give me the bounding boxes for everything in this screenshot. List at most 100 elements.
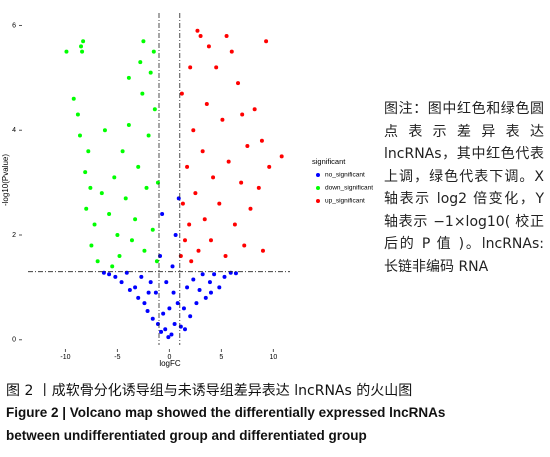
point <box>75 112 80 117</box>
point <box>200 149 205 154</box>
point <box>79 44 84 49</box>
point <box>151 49 156 54</box>
point <box>212 272 217 277</box>
point <box>233 271 238 276</box>
point <box>163 327 168 332</box>
point <box>189 259 194 264</box>
point <box>71 96 76 101</box>
point <box>279 154 284 159</box>
point <box>113 274 118 279</box>
point <box>260 248 265 253</box>
y-tick-label: 2 <box>12 232 16 239</box>
point <box>164 280 169 285</box>
point <box>136 164 141 169</box>
point <box>120 149 125 154</box>
point <box>153 290 158 295</box>
point <box>152 107 157 112</box>
point <box>188 314 193 319</box>
y-tick-label: 6 <box>12 22 16 29</box>
point <box>117 253 122 258</box>
point <box>191 277 196 282</box>
point <box>102 128 107 133</box>
point <box>119 280 124 285</box>
point <box>204 102 209 107</box>
point <box>146 133 151 138</box>
point <box>236 81 241 86</box>
legend-label: down_significant <box>325 185 373 192</box>
point <box>182 327 187 332</box>
point <box>123 196 128 201</box>
point <box>171 290 176 295</box>
point <box>220 117 225 122</box>
point <box>252 107 257 112</box>
point <box>181 306 186 311</box>
point <box>180 201 185 206</box>
point <box>83 170 88 175</box>
point <box>217 201 222 206</box>
point <box>211 175 216 180</box>
point <box>226 159 231 164</box>
point <box>146 290 151 295</box>
point <box>77 133 82 138</box>
point <box>160 212 165 217</box>
point <box>197 288 202 292</box>
point <box>142 301 147 306</box>
point <box>185 285 190 290</box>
point <box>142 248 147 253</box>
point <box>206 44 211 49</box>
point <box>185 164 190 169</box>
point <box>107 212 112 217</box>
point <box>139 274 144 279</box>
point <box>173 233 178 237</box>
point <box>239 180 244 185</box>
point <box>127 288 132 292</box>
point <box>129 238 134 243</box>
caption-en: between undifferentiated group and diffe… <box>6 428 367 443</box>
point <box>203 295 208 300</box>
point <box>81 39 86 44</box>
legend-swatch <box>316 173 320 177</box>
point <box>89 243 94 248</box>
point <box>182 238 187 243</box>
point <box>208 238 213 243</box>
point <box>194 301 199 306</box>
caption-cn: 图 2 丨成软骨分化诱导组与未诱导组差异表达 lncRNAs 的火山图 <box>6 383 413 399</box>
point <box>224 33 229 38</box>
point <box>154 259 159 264</box>
point <box>229 49 234 54</box>
legend-label: no_significant <box>325 172 365 179</box>
point <box>140 91 145 96</box>
point <box>144 185 149 190</box>
point <box>242 243 247 248</box>
point <box>214 65 219 70</box>
point <box>133 217 138 222</box>
point <box>202 217 207 222</box>
point <box>248 206 253 211</box>
point <box>195 28 200 33</box>
point <box>232 222 237 227</box>
point <box>95 259 100 264</box>
legend-label: up_significant <box>325 198 365 205</box>
y-tick-label: 4 <box>12 127 16 134</box>
point <box>170 264 175 269</box>
point <box>145 308 150 313</box>
legend-title: significant <box>312 157 346 166</box>
x-tick-label: 0 <box>167 354 171 361</box>
point <box>175 301 180 306</box>
volcano-chart: logFC -log10(Pvalue) significant 0 2 4 6 -10… <box>1 13 373 368</box>
point <box>115 233 120 237</box>
point <box>99 191 104 196</box>
point <box>92 222 97 227</box>
point <box>267 164 272 169</box>
point <box>259 138 264 143</box>
point <box>217 285 222 290</box>
point <box>256 185 261 190</box>
point <box>264 39 269 44</box>
x-tick-label: 10 <box>269 354 277 361</box>
point <box>86 149 91 154</box>
point <box>136 295 141 300</box>
point <box>141 39 146 44</box>
point <box>150 316 155 321</box>
figure-note: 图注：图中红色和绿色圆点表示差异表达 lncRNAs，其中红色代表上调，绿色代表… <box>384 101 544 275</box>
point <box>148 70 153 75</box>
